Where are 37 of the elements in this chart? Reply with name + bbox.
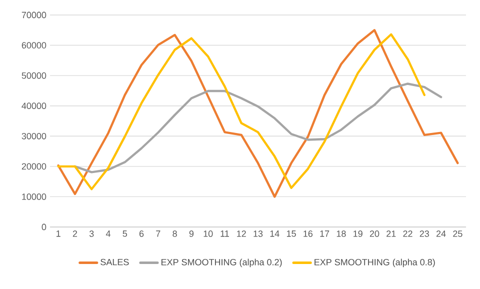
y-tick-label: 10000 <box>22 194 46 200</box>
x-tick-label: 13 <box>254 230 263 237</box>
line-series <box>74 82 442 174</box>
x-tick-label: 19 <box>354 230 362 237</box>
y-tick-label: 60000 <box>22 42 46 48</box>
x-tick-label: 7 <box>156 230 160 237</box>
x-tick-label: 24 <box>436 230 446 237</box>
legend-label: EXP SMOOTHING (alpha 0.8) <box>314 258 435 268</box>
x-tick-label: 21 <box>386 230 396 237</box>
x-tick-label: 11 <box>220 230 229 237</box>
x-tick-label: 3 <box>89 230 94 237</box>
y-tick-label: 50000 <box>22 72 46 79</box>
x-tick-label: 17 <box>320 230 330 237</box>
x-tick-label: 6 <box>139 230 144 237</box>
x-tick-label: 10 <box>204 230 213 237</box>
x-tick-label: 5 <box>122 230 128 237</box>
legend-label: EXP SMOOTHING (alpha 0.2) <box>161 258 282 268</box>
y-tick-label: 70000 <box>22 12 46 18</box>
x-tick-label: 4 <box>106 230 110 237</box>
x-tick-label: 12 <box>237 230 246 237</box>
y-tick-label: 40000 <box>22 102 46 110</box>
x-tick-label: 15 <box>286 230 296 237</box>
x-tick-label: 22 <box>403 230 412 237</box>
x-tick-label: 18 <box>336 230 346 237</box>
legend-label: SALES <box>100 258 129 266</box>
x-tick-label: 8 <box>172 230 177 237</box>
x-tick-label: 14 <box>270 230 280 237</box>
x-tick-label: 20 <box>370 230 380 237</box>
x-tick-label: 23 <box>420 230 429 237</box>
x-tick-label: 9 <box>189 230 194 237</box>
x-tick-label: 16 <box>304 230 313 237</box>
y-tick-label: 30000 <box>22 132 46 140</box>
y-tick-label: 0 <box>42 224 46 230</box>
x-tick-label: 2 <box>72 230 78 237</box>
y-tick-label: 20000 <box>22 163 46 170</box>
x-tick-label: 25 <box>453 230 462 237</box>
x-tick-label: 1 <box>56 230 60 237</box>
